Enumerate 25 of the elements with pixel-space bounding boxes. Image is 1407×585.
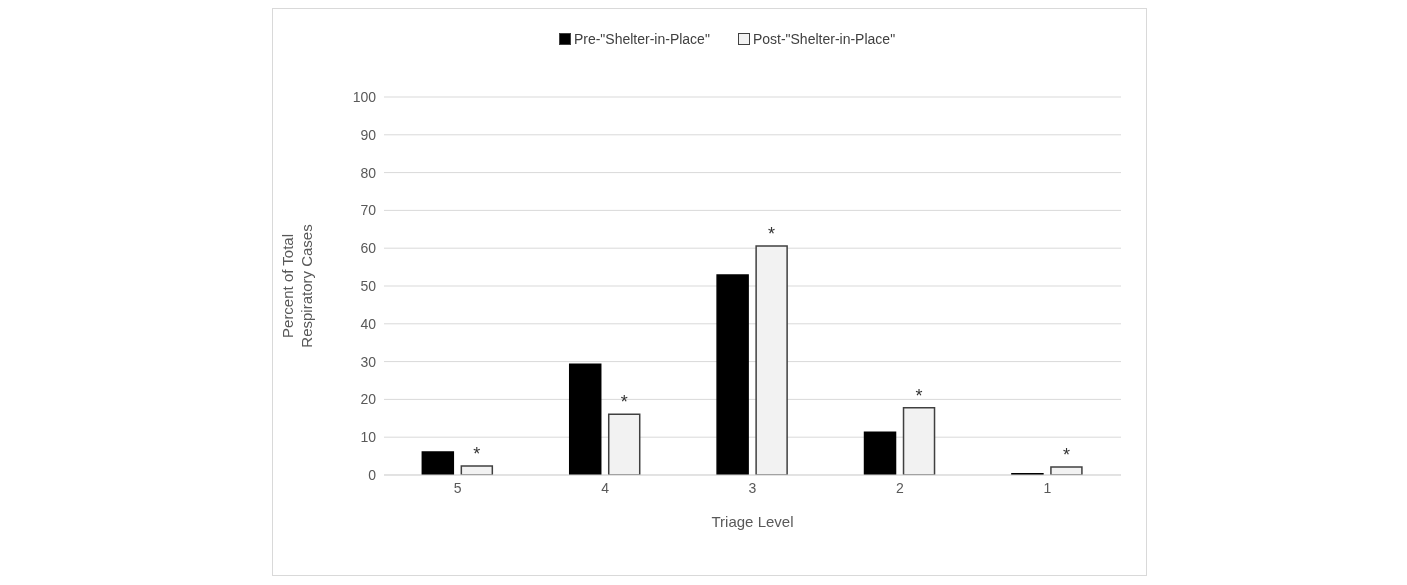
annotation: *	[620, 392, 628, 413]
annotation: *	[768, 223, 776, 244]
x-tick-label: 5	[453, 479, 462, 496]
y-tick-label: 90	[360, 126, 377, 143]
x-tick-label: 4	[601, 479, 610, 496]
annotation: *	[1062, 445, 1070, 466]
y-tick-label: 20	[360, 391, 377, 408]
y-tick-label: 0	[368, 466, 377, 483]
y-tick-label: 70	[360, 202, 377, 219]
annotation: *	[473, 443, 481, 464]
x-tick-label: 3	[748, 479, 757, 496]
x-tick-label: 1	[1043, 479, 1052, 496]
x-axis-title: Triage Level	[711, 513, 794, 530]
y-tick-label: 100	[352, 88, 377, 105]
y-tick-label: 60	[360, 240, 377, 257]
y-tick-label: 50	[360, 277, 377, 294]
y-tick-label: 10	[360, 429, 377, 446]
x-tick-label: 2	[896, 479, 904, 496]
y-tick-label: 30	[360, 353, 377, 370]
annotation: *	[915, 385, 923, 406]
y-tick-label: 80	[360, 164, 377, 181]
y-axis-title: Percent of Total Respiratory Cases	[279, 224, 315, 348]
legend-label: Pre-"Shelter-in-Place"	[573, 31, 710, 47]
y-tick-label: 40	[360, 315, 377, 332]
legend-label: Post-"Shelter-in-Place"	[752, 31, 896, 47]
